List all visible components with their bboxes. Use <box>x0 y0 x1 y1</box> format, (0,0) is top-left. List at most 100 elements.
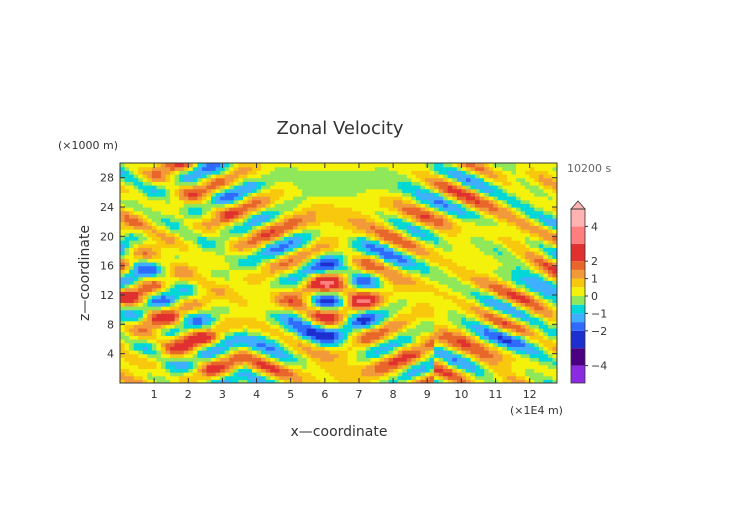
field-cell <box>388 379 394 383</box>
field-cell <box>456 291 463 296</box>
field-cell <box>456 302 463 307</box>
field-cell <box>120 331 126 336</box>
field-cell <box>211 317 217 322</box>
field-cell <box>311 313 317 318</box>
field-cell <box>224 331 230 336</box>
field-cell <box>120 372 126 377</box>
field-cell <box>306 221 312 226</box>
field-cell <box>220 265 226 270</box>
field-cell <box>324 342 330 347</box>
field-cell <box>179 335 185 340</box>
field-cell <box>320 225 326 230</box>
field-cell <box>233 357 239 362</box>
field-cell <box>151 306 158 311</box>
field-cell <box>493 368 499 373</box>
field-cell <box>497 331 503 336</box>
field-cell <box>534 306 540 311</box>
field-cell <box>151 221 158 226</box>
field-cell <box>151 196 158 201</box>
field-cell <box>438 240 444 245</box>
field-cell <box>352 287 358 292</box>
field-cell <box>543 331 549 336</box>
field-cell <box>315 350 321 355</box>
field-cell <box>525 350 531 355</box>
field-cell <box>397 350 403 355</box>
field-cell <box>420 196 426 201</box>
field-cell <box>329 320 335 325</box>
field-cell <box>406 258 412 263</box>
field-cell <box>324 273 330 278</box>
field-cell <box>329 251 335 256</box>
field-cell <box>220 320 226 325</box>
field-cell <box>306 254 312 259</box>
field-cell <box>456 258 463 263</box>
field-cell <box>388 291 394 296</box>
field-cell <box>165 302 171 307</box>
field-cell <box>306 284 312 289</box>
field-cell <box>211 368 217 373</box>
field-cell <box>388 203 394 208</box>
field-cell <box>470 361 476 366</box>
field-cell <box>247 353 253 358</box>
field-cell <box>242 339 249 344</box>
field-cell <box>516 207 522 212</box>
field-cell <box>534 280 540 285</box>
field-cell <box>261 210 267 215</box>
field-cell <box>352 199 358 204</box>
field-cell <box>525 291 531 296</box>
field-cell <box>529 287 535 292</box>
field-cell <box>215 309 221 314</box>
field-cell <box>147 353 153 358</box>
field-cell <box>352 229 358 234</box>
field-cell <box>147 313 153 318</box>
field-cell <box>506 280 513 285</box>
field-cell <box>265 331 271 336</box>
field-cell <box>124 265 130 270</box>
field-cell <box>242 254 249 259</box>
field-cell <box>529 232 535 237</box>
field-cell <box>484 229 490 234</box>
field-cell <box>124 269 130 274</box>
field-cell <box>347 258 353 263</box>
field-cell <box>529 328 535 333</box>
field-cell <box>552 269 557 274</box>
field-cell <box>120 364 126 369</box>
field-cell <box>406 273 412 278</box>
field-cell <box>534 269 540 274</box>
field-cell <box>147 298 153 303</box>
field-cell <box>393 218 399 223</box>
field-cell <box>229 265 235 270</box>
field-cell <box>224 298 230 303</box>
field-cell <box>256 368 262 373</box>
field-cell <box>543 207 549 212</box>
field-cell <box>456 251 463 256</box>
field-cell <box>497 324 503 329</box>
y-unit-label: (×1000 m) <box>58 139 118 152</box>
field-cell <box>538 254 544 259</box>
field-cell <box>465 328 472 333</box>
field-cell <box>538 302 544 307</box>
field-cell <box>306 232 312 237</box>
field-cell <box>160 199 167 204</box>
field-cell <box>520 302 526 307</box>
field-cell <box>270 346 276 351</box>
field-cell <box>283 203 290 208</box>
field-cell <box>497 196 503 201</box>
field-cell <box>438 221 444 226</box>
field-cell <box>306 324 312 329</box>
field-cell <box>288 357 294 362</box>
field-cell <box>283 379 290 383</box>
field-cell <box>238 350 244 355</box>
field-cell <box>147 225 153 230</box>
field-cell <box>465 203 472 208</box>
field-cell <box>443 317 449 322</box>
field-cell <box>393 342 399 347</box>
field-cell <box>479 361 485 366</box>
field-cell <box>211 229 217 234</box>
field-cell <box>174 364 180 369</box>
field-cell <box>283 335 290 340</box>
field-cell <box>393 353 399 358</box>
field-cell <box>256 276 262 281</box>
field-cell <box>306 243 312 248</box>
field-cell <box>292 364 299 369</box>
